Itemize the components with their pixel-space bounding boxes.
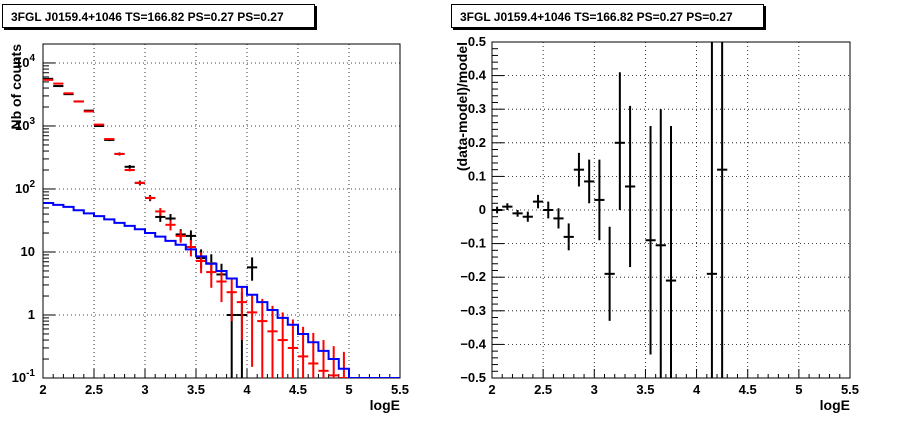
y-tick-label: −0.3 [460, 303, 486, 318]
residual-point [614, 72, 625, 210]
y-tick-label: −0.2 [460, 269, 486, 284]
model-point [114, 152, 125, 156]
left-plot-title: 3FGL J0159.4+1046 TS=166.82 PS=0.27 PS=0… [2, 4, 315, 28]
model-point [236, 286, 247, 341]
y-axis-title: Nb of counts [8, 44, 24, 130]
x-tick-label: 3 [141, 382, 148, 397]
residual-point [492, 206, 503, 214]
model-point [308, 332, 319, 378]
x-tick-label: 4 [693, 382, 701, 397]
x-tick-label: 5.5 [841, 382, 859, 397]
y-tick-label: 104 [15, 53, 35, 70]
model-point [247, 294, 258, 367]
residual-point [512, 210, 523, 217]
residual-point [502, 203, 513, 210]
model-point [257, 298, 268, 378]
model-point [206, 262, 217, 288]
model-point [104, 138, 115, 141]
model-point [185, 239, 196, 257]
y-tick-label: −0.5 [460, 370, 486, 385]
x-tick-label: 2.5 [85, 382, 103, 397]
y-tick-label: 10 [21, 244, 35, 259]
model-point [328, 346, 339, 378]
y-tick-label: 1 [28, 307, 35, 322]
x-tick-label: 3.5 [187, 382, 205, 397]
residual-point [584, 159, 595, 204]
model-point [216, 269, 227, 303]
plot-data [43, 77, 400, 378]
y-tick-label: 0.1 [468, 168, 486, 183]
x-axis-title: logE [820, 397, 850, 413]
x-tick-label: 5 [795, 382, 802, 397]
y-tick-label: 0.5 [468, 34, 486, 49]
residual-point [655, 109, 666, 378]
background-model-line [43, 201, 400, 378]
right-plot-title: 3FGL J0159.4+1046 TS=166.82 PS=0.27 PS=0… [451, 4, 764, 28]
residual-point [624, 105, 636, 268]
x-tick-label: 4.5 [739, 382, 757, 397]
y-tick-label: 10-1 [12, 368, 36, 385]
x-tick-label: 2 [488, 382, 495, 397]
y-tick-label: 0.2 [468, 135, 486, 150]
residual-point [665, 126, 677, 378]
residual-point [573, 152, 585, 187]
y-tick-label: −0.4 [460, 336, 486, 351]
x-tick-label: 3.5 [636, 382, 654, 397]
y-tick-label: 102 [15, 179, 35, 196]
y-tick-label: 0.4 [468, 68, 487, 83]
residual-point [522, 211, 533, 222]
x-tick-label: 5.5 [391, 382, 409, 397]
x-tick-label: 3 [591, 382, 598, 397]
x-tick-label: 2 [39, 382, 46, 397]
model-point [73, 100, 84, 103]
model-point [175, 230, 186, 243]
model-point [226, 278, 237, 322]
residual-point [532, 194, 544, 209]
model-point [277, 312, 288, 378]
x-tick-label: 4.5 [289, 382, 307, 397]
model-point [338, 351, 349, 378]
model-point [318, 340, 329, 378]
y-tick-label: −0.1 [460, 236, 486, 251]
data-point [124, 165, 135, 169]
model-point [134, 181, 145, 185]
model-point [298, 326, 309, 378]
model-point [145, 195, 156, 201]
model-point [155, 207, 166, 216]
residual-point [563, 223, 574, 251]
residual-point [604, 226, 615, 321]
model-point [53, 82, 64, 85]
model-point [124, 168, 135, 172]
residual-point [543, 201, 554, 219]
data-point [53, 85, 64, 88]
model-point [83, 110, 94, 113]
residual-point [717, 42, 728, 378]
residuals-plot: 2 2.5 3 3.5 4 4.5 5 5.5 −0.5 −0.4 −0.3 −0.2 −0.1 0 0.1… [454, 34, 859, 413]
model-point [267, 305, 278, 378]
y-tick-label: 0 [479, 202, 486, 217]
model-point [94, 123, 105, 126]
x-axis-title: logE [370, 397, 400, 413]
x-tick-label: 4 [243, 382, 251, 397]
residual-point [645, 126, 656, 355]
model-point [165, 220, 176, 231]
x-tick-label: 5 [345, 382, 352, 397]
residual-point [553, 208, 564, 229]
data-point [247, 257, 258, 281]
model-point [287, 319, 298, 378]
counts-plot: 2 2.5 3 3.5 4 4.5 5 5.5 10-1 1 10 102 103 104 logE Nb o… [8, 43, 409, 413]
x-tick-label: 2.5 [534, 382, 552, 397]
y-axis-title: (data-model)/model [454, 42, 470, 171]
residual-point [594, 159, 605, 241]
y-tick-label: 0.3 [468, 101, 486, 116]
model-point [63, 92, 74, 95]
plot-frame [42, 43, 401, 379]
model-point [43, 78, 54, 81]
plot-data [492, 42, 728, 378]
residual-point [706, 42, 718, 378]
y-tick-label: 103 [15, 116, 35, 133]
